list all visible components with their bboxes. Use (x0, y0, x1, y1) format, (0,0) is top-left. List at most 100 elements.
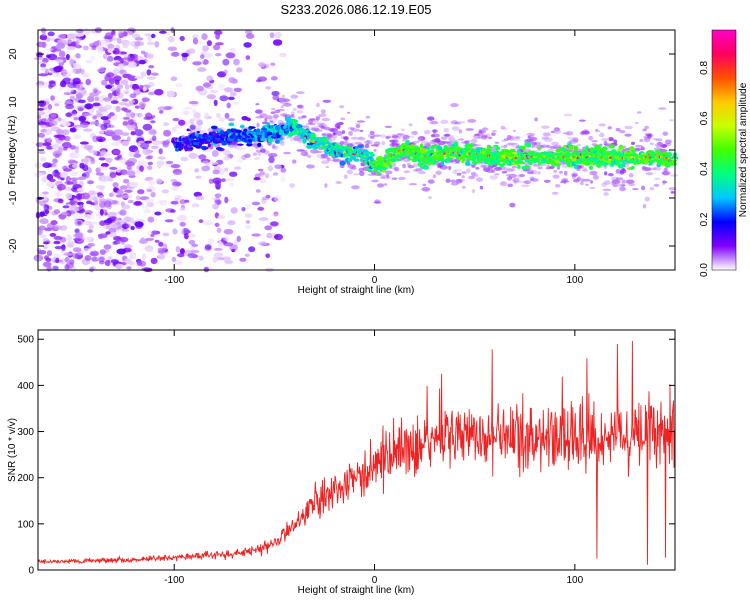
spectral-cell (409, 135, 415, 138)
spectral-cell (75, 28, 84, 34)
spectral-cell (144, 33, 152, 37)
spectral-cell (370, 144, 379, 147)
spectral-cell (227, 118, 235, 122)
spectral-cell (595, 144, 601, 148)
spectral-cell (274, 139, 280, 144)
spectral-cell (134, 41, 145, 47)
spectral-cell (547, 152, 554, 156)
spectral-cell (359, 129, 364, 132)
spectrogram-y-axis-label: Frequency (Hz) (7, 116, 18, 185)
spectral-cell (391, 142, 399, 146)
spectral-cell (295, 91, 305, 94)
spectral-cell (582, 169, 588, 173)
spectral-cell (66, 234, 72, 241)
spectral-cell (103, 219, 113, 224)
spectral-cell (73, 117, 79, 121)
spectral-cell (298, 104, 305, 110)
spectral-cell (260, 137, 265, 142)
spectral-cell (245, 29, 253, 35)
spectral-cell (140, 71, 147, 77)
spectral-cell (100, 116, 109, 121)
spectral-cell (256, 149, 262, 153)
spectral-cell (292, 159, 297, 164)
spectral-cell (204, 244, 212, 250)
y-tick-label: 0 (28, 566, 34, 577)
spectral-cell (82, 214, 92, 219)
spectral-cell (195, 85, 204, 92)
spectral-cell (351, 185, 360, 190)
spectral-cell (147, 81, 155, 87)
spectral-cell (143, 177, 150, 182)
spectral-cell (204, 112, 209, 120)
spectral-cell (384, 170, 393, 175)
spectral-cell (65, 99, 72, 105)
spectral-cell (554, 184, 561, 188)
spectral-cell (435, 170, 442, 176)
spectral-cell (542, 132, 551, 137)
spectral-cell (304, 149, 308, 154)
spectral-cell (145, 237, 155, 241)
spectral-cell (306, 164, 315, 169)
spectral-cell (168, 35, 175, 43)
spectral-cell (223, 167, 229, 172)
spectral-cell (625, 179, 635, 184)
spectral-cell (622, 162, 626, 168)
spectral-cell (175, 246, 181, 253)
spectral-cell (468, 175, 475, 180)
spectral-cell (126, 266, 132, 270)
spectral-cell (615, 184, 624, 187)
spectral-cell (92, 115, 97, 120)
spectral-cell (670, 191, 675, 194)
spectral-cell (59, 225, 68, 231)
spectral-cell (563, 113, 573, 117)
spectral-cell (189, 233, 196, 238)
spectral-cell (195, 175, 202, 179)
spectral-cell (530, 169, 534, 174)
spectral-cell (100, 162, 109, 168)
spectral-cell (641, 185, 646, 191)
spectral-cell (192, 109, 197, 114)
spectral-cell (471, 138, 478, 144)
spectral-cell (91, 221, 97, 225)
spectral-cell (83, 144, 94, 151)
spectral-cell (150, 145, 159, 149)
spectral-cell (374, 199, 381, 204)
spectral-cell (604, 171, 608, 176)
spectral-cell (72, 84, 81, 89)
spectral-cell (115, 105, 121, 113)
spectral-cell (41, 118, 47, 122)
spectral-cell (407, 165, 415, 169)
spectral-cell (260, 148, 266, 154)
spectral-cell (332, 132, 337, 136)
spectral-cell (209, 161, 219, 165)
spectral-cell (266, 115, 273, 120)
spectral-cell (567, 150, 571, 155)
spectral-cell (541, 136, 550, 140)
spectral-cell (175, 82, 183, 88)
spectral-cell (475, 167, 480, 170)
spectral-cell (245, 55, 251, 60)
spectral-cell (495, 146, 501, 151)
spectral-cell (37, 111, 46, 116)
spectral-cell (163, 129, 172, 137)
spectral-cell (127, 157, 138, 164)
spectral-cell (175, 148, 180, 152)
spectral-cell (512, 129, 517, 132)
spectral-cell (191, 203, 200, 208)
spectral-cell (174, 194, 182, 201)
spectral-cell (42, 142, 52, 147)
spectral-cell (113, 187, 118, 193)
spectral-cell (348, 146, 353, 150)
spectral-cell (363, 140, 373, 145)
y-tick-label: -10 (8, 190, 19, 205)
spectral-cell (159, 199, 168, 206)
spectral-cell (274, 164, 283, 169)
spectral-cell (78, 116, 86, 122)
spectral-cell (509, 202, 516, 208)
spectral-cell (389, 142, 399, 148)
spectral-cell (350, 136, 360, 140)
spectral-cell (448, 137, 456, 141)
spectral-cell (603, 192, 609, 196)
spectral-cell (656, 144, 661, 148)
snr-y-axis-label: SNR (10 * v/v) (7, 418, 18, 482)
